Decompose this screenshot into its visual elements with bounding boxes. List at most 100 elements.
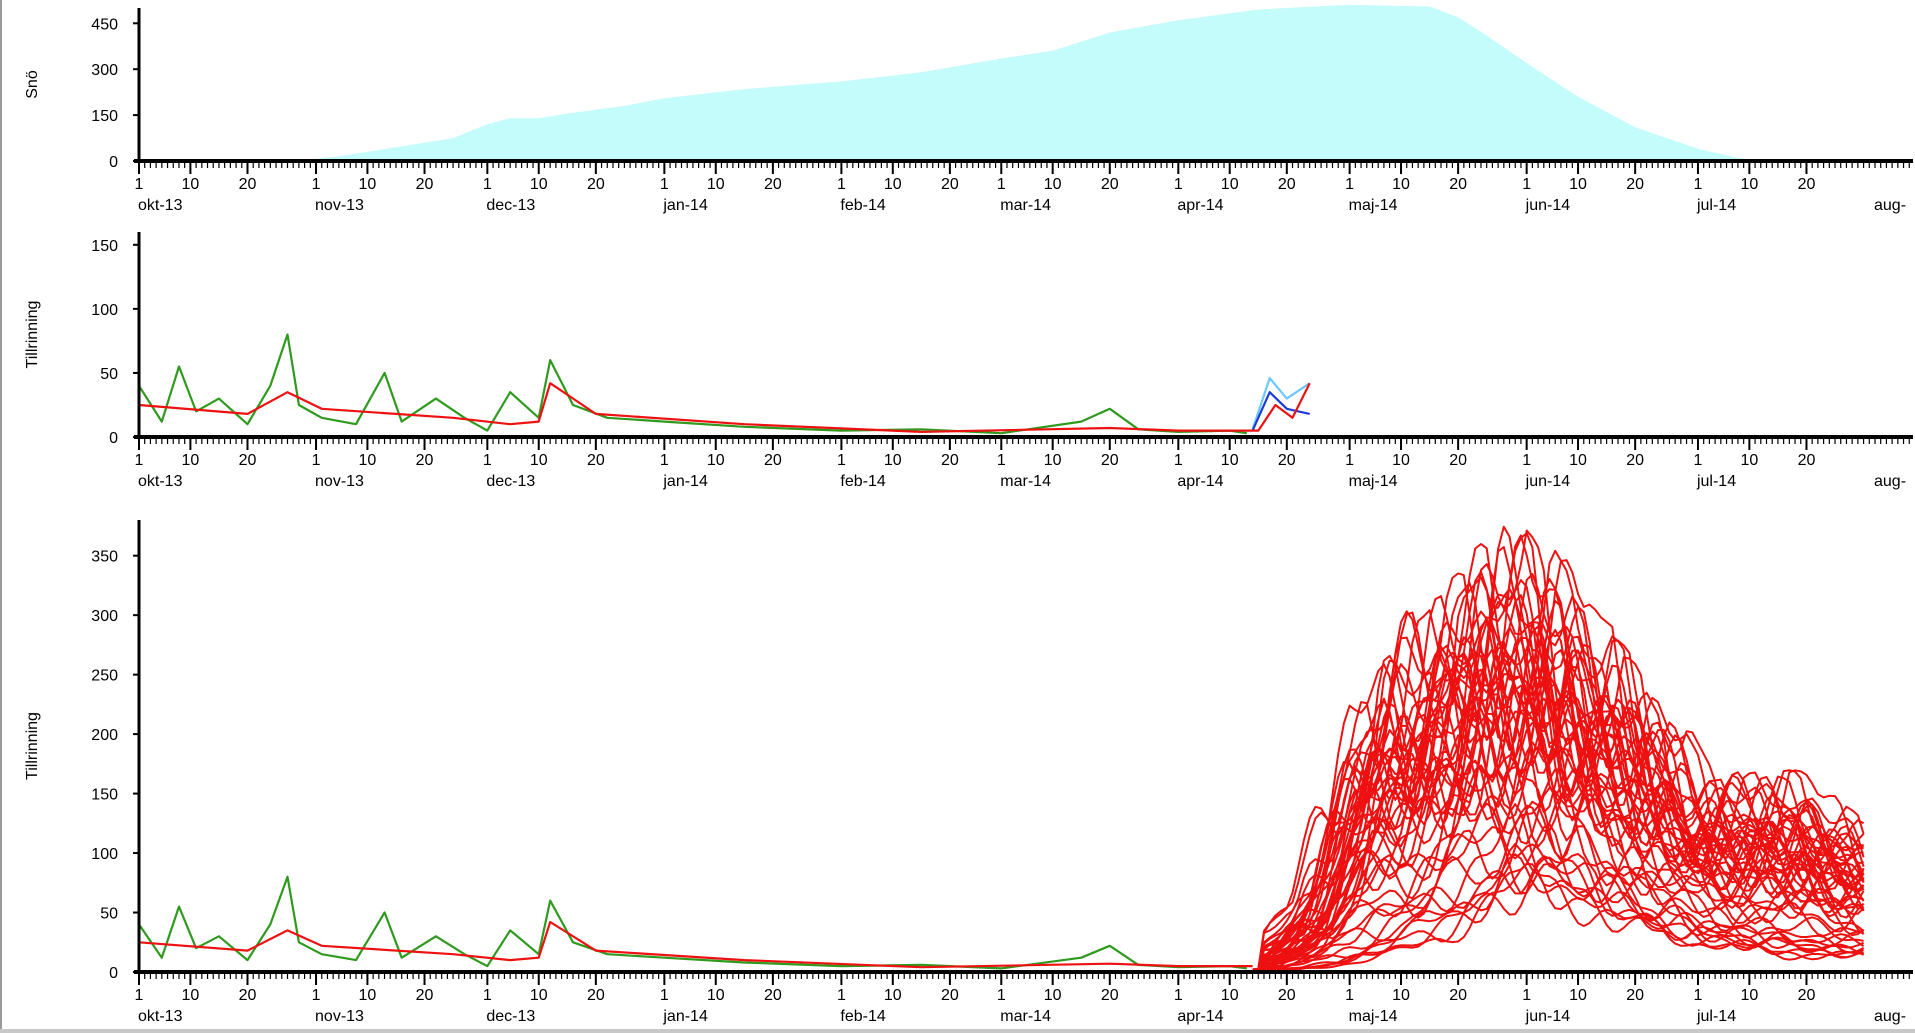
x-month-label: apr-14 (1177, 473, 1223, 490)
x-day-label: 10 (1740, 176, 1758, 193)
x-day-label: 20 (1626, 452, 1644, 469)
x-day-label: 20 (416, 176, 434, 193)
x-day-label: 1 (483, 452, 492, 469)
x-day-label: 1 (997, 452, 1006, 469)
x-day-label: 20 (1626, 176, 1644, 193)
x-month-label: dec-13 (486, 1008, 535, 1025)
ensemble-member-line (1252, 594, 1865, 973)
x-month-label: feb-14 (840, 197, 885, 214)
x-day-label: 1 (1174, 452, 1183, 469)
x-day-label: 20 (1798, 176, 1816, 193)
x-day-label: 20 (764, 176, 782, 193)
x-month-label: jun-14 (1525, 197, 1571, 214)
x-day-label: 10 (359, 176, 377, 193)
x-day-label: 20 (1101, 176, 1119, 193)
x-day-label: 1 (660, 452, 669, 469)
x-day-label: 10 (1044, 176, 1062, 193)
x-day-label: 10 (884, 987, 902, 1004)
panel-snow: 0 150 300 450 Snö 1 10 20 okt-13 1 10 20 nov-13 1 10 20… (24, 4, 1913, 214)
x-day-label: 20 (1798, 452, 1816, 469)
x-day-label: 20 (1278, 987, 1296, 1004)
x-day-label: 20 (416, 987, 434, 1004)
x-day-label: 10 (530, 987, 548, 1004)
snow-depth-area (139, 4, 1761, 162)
x-day-label: 20 (941, 176, 959, 193)
ensemble-member-line (1252, 803, 1865, 972)
x-day-label: 10 (1569, 452, 1587, 469)
x-day-label: 10 (530, 176, 548, 193)
x-day-label: 10 (1392, 452, 1410, 469)
x-month-label: jun-14 (1525, 1008, 1571, 1025)
x-day-label: 1 (312, 176, 321, 193)
x-month-label: jul-14 (1696, 473, 1736, 490)
y-tick-label: 100 (91, 846, 118, 863)
forecast-line-light-blue (1251, 377, 1311, 430)
x-day-label: 10 (707, 987, 725, 1004)
window-bottom-border (0, 1029, 1915, 1033)
x-month-label: aug- (1874, 1008, 1906, 1025)
observed-inflow-line (138, 333, 1247, 435)
x-day-label: 20 (239, 452, 257, 469)
ensemble-member-line (1252, 600, 1864, 972)
x-day-label: 10 (359, 987, 377, 1004)
x-day-label: 10 (1740, 987, 1758, 1004)
modelled-inflow-line (138, 382, 1311, 433)
x-month-label: jan-14 (662, 1008, 708, 1025)
y-axis-title: Tillrinning (24, 712, 41, 780)
y-tick-label: 50 (100, 906, 118, 923)
x-month-label: okt-13 (138, 473, 183, 490)
x-day-label: 1 (660, 987, 669, 1004)
x-day-label: 10 (1569, 987, 1587, 1004)
x-day-label: 10 (181, 987, 199, 1004)
x-month-label: jun-14 (1525, 473, 1571, 490)
x-day-label: 1 (1345, 452, 1354, 469)
x-day-label: 1 (660, 176, 669, 193)
y-tick-label: 100 (91, 302, 118, 319)
x-day-label: 1 (1694, 176, 1703, 193)
x-day-label: 10 (530, 452, 548, 469)
x-day-label: 1 (1345, 987, 1354, 1004)
x-month-label: maj-14 (1349, 473, 1398, 490)
x-day-label: 1 (1522, 452, 1531, 469)
x-month-label: mar-14 (1000, 473, 1051, 490)
ensemble-member-line (1252, 546, 1865, 971)
x-day-label: 1 (483, 176, 492, 193)
ensemble-member-line (1252, 636, 1864, 973)
x-day-label: 1 (837, 452, 846, 469)
x-day-label: 1 (312, 452, 321, 469)
x-day-label: 1 (312, 987, 321, 1004)
y-axis-title: Snö (24, 70, 41, 99)
x-month-label: feb-14 (840, 473, 885, 490)
panel-inflow-short: 0 50 100 150 Tillrinning 1 10 20 okt-13 1 10 20 nov-… (24, 232, 1913, 490)
x-day-label: 10 (884, 176, 902, 193)
x-month-label: jul-14 (1696, 197, 1736, 214)
x-day-label: 10 (1392, 176, 1410, 193)
y-tick-label: 0 (109, 965, 118, 982)
x-day-label: 10 (1221, 987, 1239, 1004)
ensemble-member-line (1252, 853, 1864, 973)
x-month-label: okt-13 (138, 197, 183, 214)
x-month-label: dec-13 (486, 197, 535, 214)
x-day-label: 1 (135, 987, 144, 1004)
x-month-label: mar-14 (1000, 197, 1051, 214)
ensemble-member-line (1252, 682, 1865, 973)
x-day-label: 1 (483, 987, 492, 1004)
modelled-inflow-line (138, 920, 1253, 969)
x-day-label: 10 (359, 452, 377, 469)
x-day-label: 10 (1569, 176, 1587, 193)
ensemble-member-line (1252, 600, 1865, 973)
x-month-label: okt-13 (138, 1008, 183, 1025)
x-month-label: aug- (1874, 197, 1906, 214)
x-day-label: 20 (587, 452, 605, 469)
x-day-label: 1 (837, 176, 846, 193)
x-day-label: 1 (1522, 176, 1531, 193)
ensemble-member-line (1252, 572, 1865, 973)
x-day-label: 10 (1392, 987, 1410, 1004)
x-day-label: 1 (1174, 176, 1183, 193)
ensemble-member-line (1252, 644, 1865, 972)
forecast-line-dark-blue (1251, 391, 1310, 432)
ensemble-member-line (1252, 826, 1865, 971)
x-day-label: 20 (587, 987, 605, 1004)
